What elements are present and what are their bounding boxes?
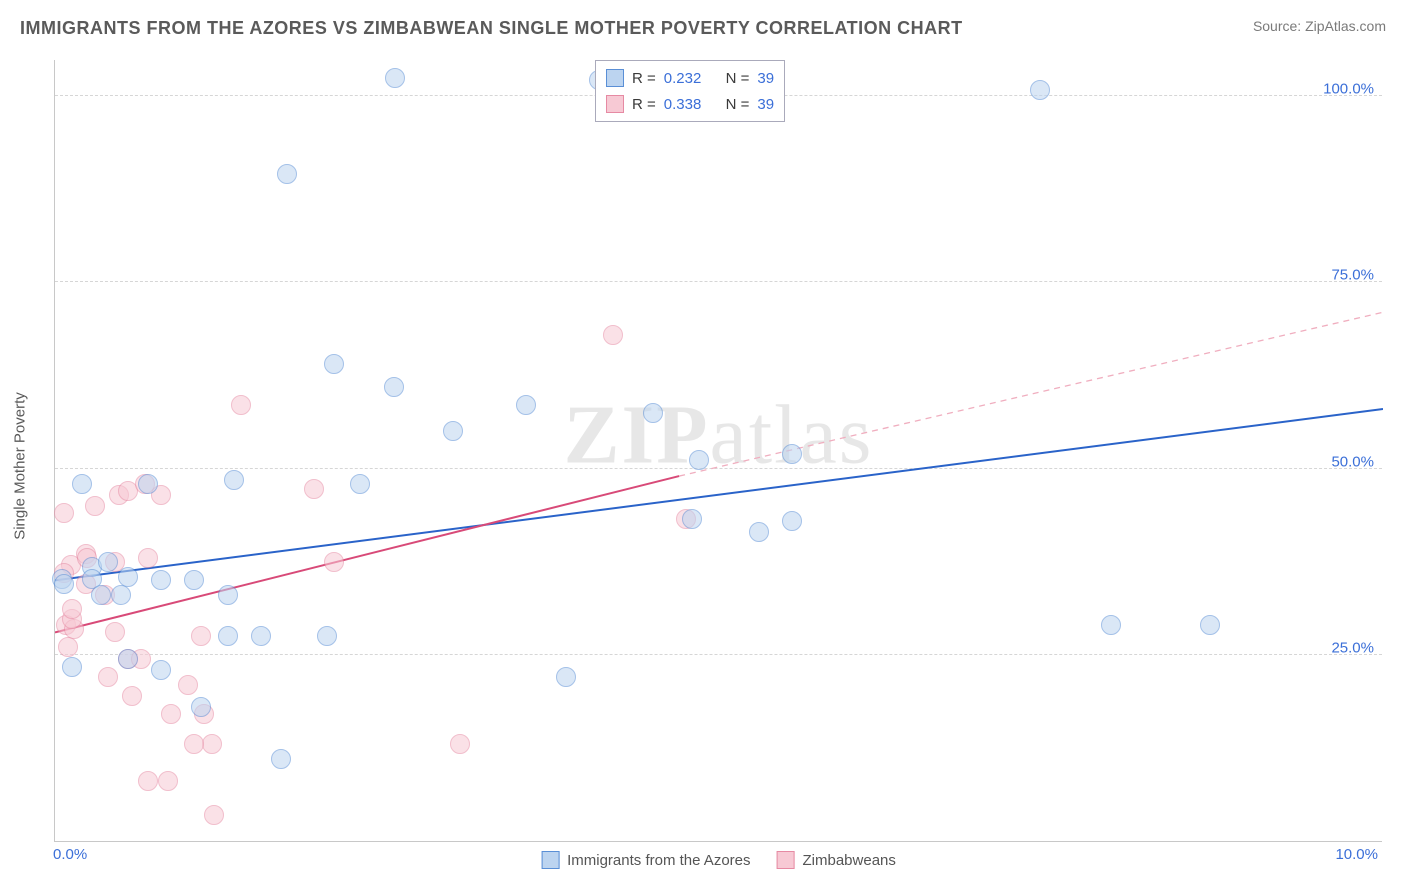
x-tick-label: 10.0% — [1335, 846, 1378, 863]
data-point — [122, 686, 142, 706]
gridline — [55, 654, 1382, 655]
data-point — [277, 164, 297, 184]
data-point — [324, 354, 344, 374]
data-point — [782, 444, 802, 464]
data-point — [158, 771, 178, 791]
legend-n-label: N = — [726, 70, 750, 87]
data-point — [138, 548, 158, 568]
data-point — [224, 470, 244, 490]
data-point — [138, 771, 158, 791]
data-point — [218, 626, 238, 646]
data-point — [161, 704, 181, 724]
data-point — [62, 657, 82, 677]
data-point — [271, 749, 291, 769]
data-point — [105, 622, 125, 642]
y-tick-label: 100.0% — [1323, 81, 1374, 98]
data-point — [516, 395, 536, 415]
data-point — [118, 649, 138, 669]
data-point — [98, 667, 118, 687]
data-point — [385, 68, 405, 88]
watermark: ZIPatlas — [564, 386, 874, 483]
data-point — [218, 585, 238, 605]
data-point — [72, 474, 92, 494]
legend-swatch-pink — [777, 851, 795, 869]
data-point — [1030, 80, 1050, 100]
data-point — [350, 474, 370, 494]
data-point — [324, 552, 344, 572]
data-point — [384, 377, 404, 397]
data-point — [603, 325, 623, 345]
trend-lines — [55, 59, 1383, 841]
y-tick-label: 75.0% — [1331, 267, 1374, 284]
data-point — [54, 503, 74, 523]
data-point — [643, 403, 663, 423]
data-point — [749, 522, 769, 542]
data-point — [85, 496, 105, 516]
data-point — [138, 474, 158, 494]
legend-series-label: Immigrants from the Azores — [567, 852, 750, 869]
data-point — [151, 570, 171, 590]
legend-r-label: R = — [632, 70, 656, 87]
data-point — [682, 509, 702, 529]
legend-swatch-blue — [541, 851, 559, 869]
data-point — [450, 734, 470, 754]
legend-bottom: Immigrants from the Azores Zimbabweans — [541, 851, 896, 869]
data-point — [202, 734, 222, 754]
data-point — [118, 567, 138, 587]
gridline — [55, 281, 1382, 282]
y-tick-label: 50.0% — [1331, 453, 1374, 470]
x-tick-label: 0.0% — [53, 846, 87, 863]
legend-n-label: N = — [726, 96, 750, 113]
source-label: Source: ZipAtlas.com — [1253, 18, 1386, 34]
data-point — [191, 626, 211, 646]
data-point — [54, 574, 74, 594]
legend-swatch-blue — [606, 69, 624, 87]
data-point — [98, 552, 118, 572]
data-point — [251, 626, 271, 646]
data-point — [1200, 615, 1220, 635]
data-point — [443, 421, 463, 441]
data-point — [91, 585, 111, 605]
scatter-plot: ZIPatlas R = 0.232 N = 39 R = 0.338 N = … — [54, 60, 1382, 842]
legend-r-label: R = — [632, 96, 656, 113]
data-point — [151, 660, 171, 680]
data-point — [178, 675, 198, 695]
data-point — [304, 479, 324, 499]
chart-title: IMMIGRANTS FROM THE AZORES VS ZIMBABWEAN… — [20, 18, 963, 39]
data-point — [184, 734, 204, 754]
legend-r-value: 0.338 — [664, 96, 702, 113]
data-point — [317, 626, 337, 646]
legend-series-label: Zimbabweans — [803, 852, 896, 869]
data-point — [556, 667, 576, 687]
legend-n-value: 39 — [757, 96, 774, 113]
legend-n-value: 39 — [757, 70, 774, 87]
data-point — [204, 805, 224, 825]
data-point — [689, 450, 709, 470]
y-axis-label: Single Mother Poverty — [12, 392, 29, 540]
data-point — [58, 637, 78, 657]
data-point — [231, 395, 251, 415]
data-point — [1101, 615, 1121, 635]
data-point — [782, 511, 802, 531]
data-point — [62, 599, 82, 619]
data-point — [191, 697, 211, 717]
legend-r-value: 0.232 — [664, 70, 702, 87]
data-point — [184, 570, 204, 590]
data-point — [111, 585, 131, 605]
gridline — [55, 468, 1382, 469]
legend-swatch-pink — [606, 95, 624, 113]
y-tick-label: 25.0% — [1331, 639, 1374, 656]
legend-top: R = 0.232 N = 39 R = 0.338 N = 39 — [595, 60, 785, 122]
